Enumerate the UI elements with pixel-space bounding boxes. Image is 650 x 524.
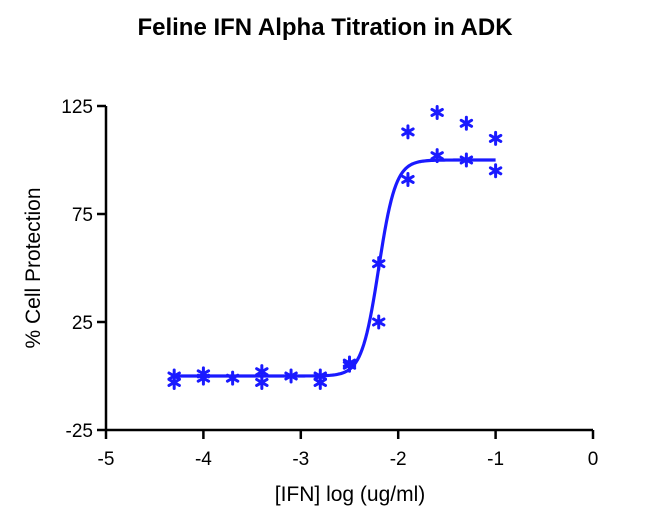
x-axis-label: [IFN] log (ug/ml): [275, 483, 426, 506]
fit-curve: [174, 158, 496, 378]
data-point-asterisk: [167, 374, 181, 390]
x-tick-label: -3: [292, 449, 309, 470]
chart-title: Feline IFN Alpha Titration in ADK: [137, 14, 513, 41]
data-point-asterisk: [225, 370, 240, 386]
data-point-asterisk: [401, 171, 415, 187]
y-ticks: -25 25 75 125: [61, 97, 106, 442]
data-point-asterisk: [430, 148, 444, 164]
x-tick-label: -2: [390, 449, 407, 470]
data-point-asterisk: [430, 104, 444, 120]
data-point-asterisk: [459, 152, 474, 168]
x-tick-label: -5: [98, 449, 115, 470]
x-tick-label: 0: [588, 449, 599, 470]
axes: [104, 106, 593, 432]
y-tick-label: 125: [61, 97, 93, 118]
x-tick-label: -4: [195, 449, 212, 470]
x-ticks: -5 -4 -3 -2 -1 0: [98, 430, 599, 470]
y-tick-label: 25: [72, 313, 93, 334]
data-point-asterisk: [488, 130, 503, 146]
data-point-asterisk: [313, 368, 327, 384]
y-tick-label: 75: [72, 205, 93, 226]
x-tick-label: -1: [487, 449, 504, 470]
y-axis-label: % Cell Protection: [22, 187, 45, 348]
data-point-asterisk: [401, 124, 415, 140]
data-point-asterisk: [284, 368, 298, 384]
data-point-asterisk: [459, 115, 474, 131]
data-point-asterisk: [196, 370, 211, 386]
data-point-asterisk: [372, 256, 386, 272]
data-points: [167, 104, 503, 390]
data-point-asterisk: [342, 357, 357, 373]
data-point-asterisk: [488, 163, 503, 179]
data-point-asterisk: [372, 314, 386, 330]
y-tick-label: -25: [66, 421, 93, 442]
data-point-asterisk: [255, 374, 269, 390]
